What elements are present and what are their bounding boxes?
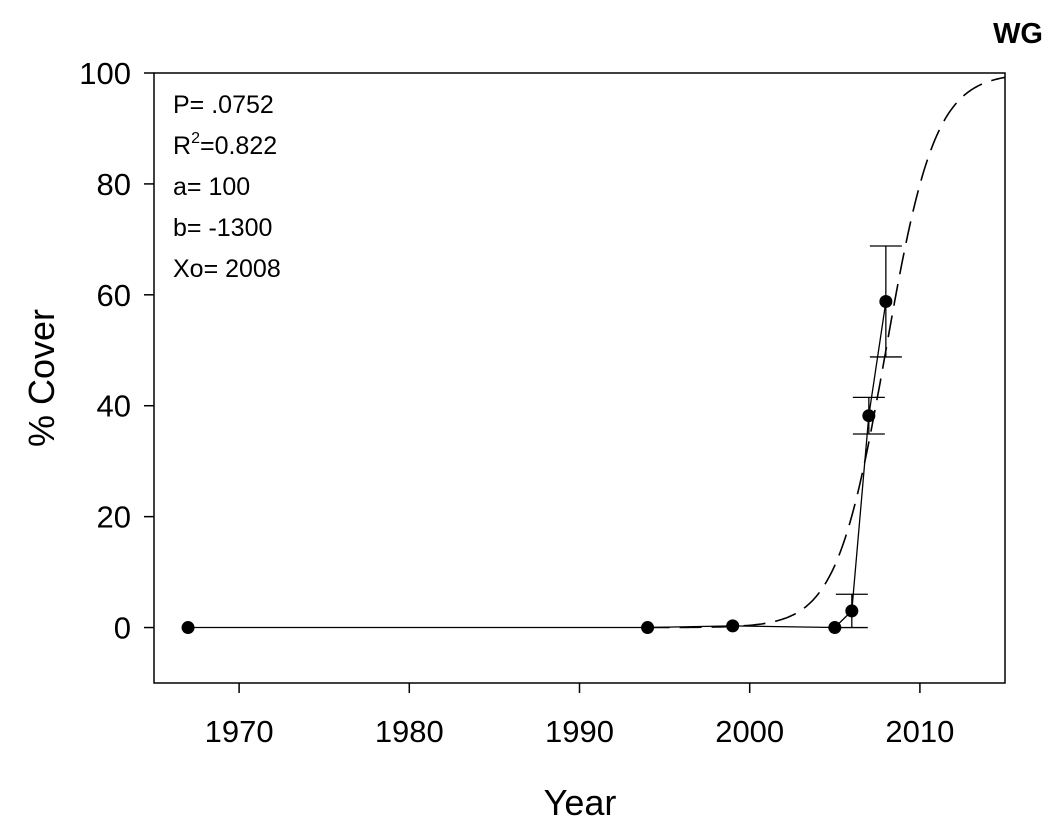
data-point: [845, 604, 859, 618]
data-point: [862, 409, 876, 423]
axes: [144, 72, 1006, 693]
x-tick-label: 1970: [205, 714, 274, 749]
y-tick-label: 60: [97, 278, 131, 313]
x-tick-label: 1980: [375, 714, 444, 749]
plot-frame: [153, 72, 1006, 684]
stat-xo: Xo= 2008: [173, 255, 281, 283]
data-point: [828, 621, 842, 635]
stat-p: P= .0752: [173, 91, 274, 119]
panel-label: WG: [993, 18, 1043, 50]
chart-text: WG Year % Cover P= .0752 R2=0.822 a= 100…: [21, 18, 1043, 820]
y-tick-label: 40: [97, 389, 131, 424]
x-tick-label: 1990: [545, 714, 614, 749]
x-tick-label: 2010: [885, 714, 954, 749]
stat-b: b= -1300: [173, 214, 272, 242]
data-point: [181, 621, 195, 635]
y-tick-label: 20: [97, 500, 131, 535]
y-axis-title: % Cover: [21, 309, 62, 447]
observed-line: [188, 301, 887, 629]
y-tick-label: 100: [79, 56, 131, 91]
data-point: [879, 294, 893, 308]
data-point: [641, 621, 655, 635]
stat-r2: R2=0.822: [173, 130, 277, 160]
y-tick-label: 80: [97, 167, 131, 202]
data-point: [726, 619, 740, 633]
y-tick-label: 0: [114, 611, 131, 646]
x-tick-label: 2000: [715, 714, 784, 749]
x-axis-title: Year: [544, 782, 617, 820]
series: [181, 76, 1006, 635]
fit-curve: [647, 76, 1006, 629]
stat-a: a= 100: [173, 173, 250, 201]
